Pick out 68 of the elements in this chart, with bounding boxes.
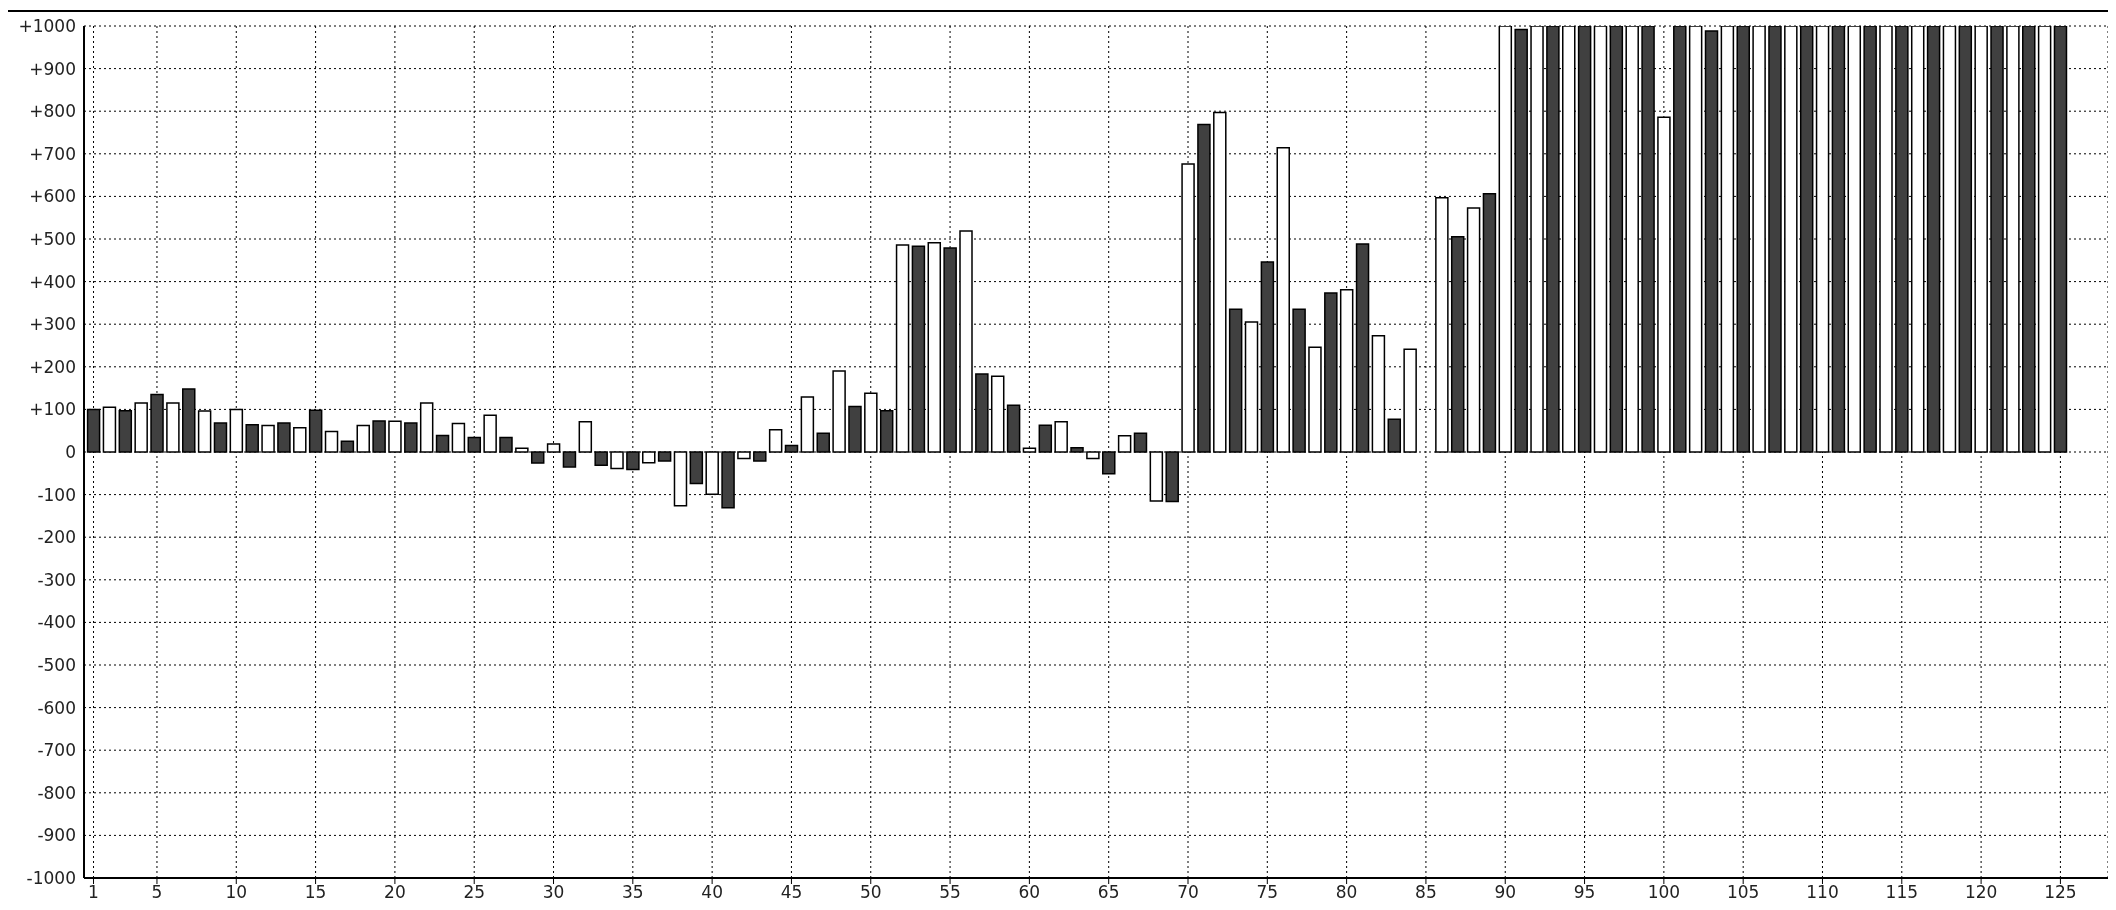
bar xyxy=(657,451,672,462)
bar xyxy=(1038,424,1053,453)
x-tick-label: 115 xyxy=(1885,882,1919,903)
bar xyxy=(293,426,307,453)
y-tick-label: -100 xyxy=(37,484,76,505)
bar xyxy=(213,422,228,453)
bar xyxy=(1308,346,1322,453)
bar xyxy=(562,451,577,468)
bar xyxy=(102,406,117,453)
bar xyxy=(1482,193,1497,453)
bar xyxy=(753,451,767,462)
y-tick-label: +300 xyxy=(29,314,76,335)
x-tick-label: 55 xyxy=(939,882,961,903)
y-tick-label: +600 xyxy=(29,186,76,207)
x-tick-label: 100 xyxy=(1647,882,1681,903)
y-tick-label: +200 xyxy=(29,356,76,377)
x-tick-label: 30 xyxy=(542,882,565,903)
bar xyxy=(927,242,942,453)
y-tick-label: +100 xyxy=(29,399,76,420)
bar xyxy=(848,405,862,453)
y-tick-label: -900 xyxy=(37,825,76,846)
y-tick-label: +500 xyxy=(29,229,76,250)
bar xyxy=(673,451,688,507)
bar xyxy=(1403,348,1417,453)
bar xyxy=(1228,308,1243,453)
x-tick-label: 1 xyxy=(88,882,99,903)
bar xyxy=(768,429,783,453)
x-tick-label: 110 xyxy=(1806,882,1839,903)
y-tick-label: +900 xyxy=(29,58,76,79)
x-tick-label: 50 xyxy=(859,882,882,903)
x-tick-label: 95 xyxy=(1573,882,1596,903)
x-tick-label: 90 xyxy=(1494,882,1517,903)
x-tick-label: 75 xyxy=(1256,882,1279,903)
y-tick-label: -700 xyxy=(37,740,76,761)
y-tick-label: -1000 xyxy=(26,868,76,889)
y-tick-label: +800 xyxy=(29,101,76,122)
x-tick-label: 80 xyxy=(1335,882,1358,903)
x-tick-label: 60 xyxy=(1018,882,1041,903)
y-tick-label: -800 xyxy=(37,782,76,803)
x-tick-label: 125 xyxy=(2044,882,2077,903)
bar xyxy=(1117,435,1132,453)
bar xyxy=(578,421,593,453)
y-tick-label: +1000 xyxy=(18,16,76,37)
y-tick-label: -200 xyxy=(37,527,76,548)
x-tick-label: 120 xyxy=(1964,882,1998,903)
x-tick-label: 10 xyxy=(225,882,248,903)
y-tick-label: 0 xyxy=(65,442,76,463)
y-tick-label: +400 xyxy=(29,271,76,292)
x-tick-label: 20 xyxy=(384,882,406,903)
x-tick-label: 85 xyxy=(1415,882,1437,903)
bar xyxy=(388,420,402,453)
x-tick-label: 25 xyxy=(463,882,486,903)
y-tick-label: -400 xyxy=(37,612,76,633)
bar xyxy=(483,414,497,453)
x-tick-label: 65 xyxy=(1097,882,1120,903)
x-tick-label: 5 xyxy=(151,882,163,903)
y-tick-label: -600 xyxy=(37,697,76,718)
y-tick-label: -500 xyxy=(37,655,76,676)
x-tick-label: 40 xyxy=(701,882,723,903)
x-tick-label: 70 xyxy=(1177,882,1199,903)
y-tick-label: +700 xyxy=(29,143,76,164)
x-tick-label: 35 xyxy=(622,882,644,903)
y-tick-label: -300 xyxy=(37,569,76,590)
bar xyxy=(1387,418,1402,453)
x-tick-label: 15 xyxy=(304,882,327,903)
x-tick-label: 45 xyxy=(780,882,803,903)
x-tick-label: 105 xyxy=(1726,882,1760,903)
bar xyxy=(1133,432,1148,453)
